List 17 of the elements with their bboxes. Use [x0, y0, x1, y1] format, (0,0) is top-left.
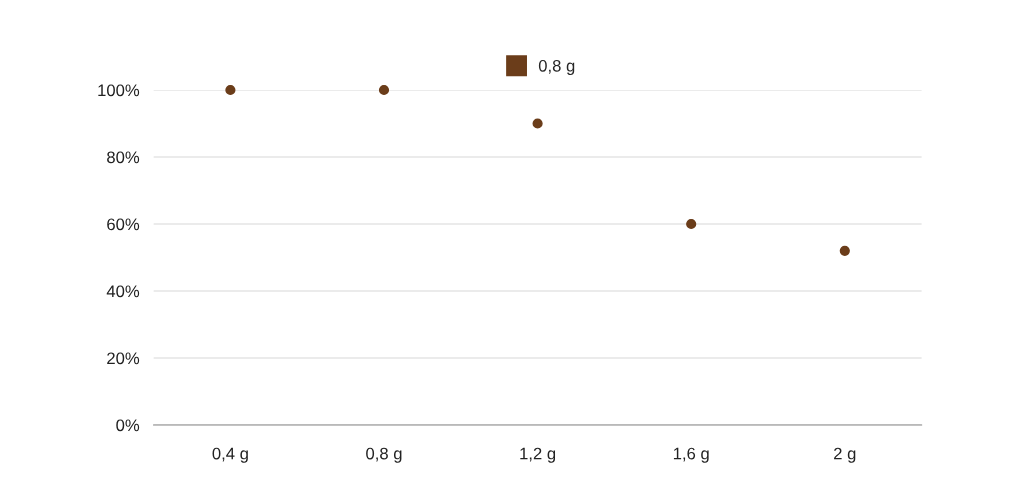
point	[839, 245, 850, 256]
x-tick-label: 2 g	[834, 447, 856, 463]
x-tick-label: 0,4 g	[212, 447, 248, 463]
y-tick-label: 60%	[107, 218, 140, 231]
y-tick-label: 100%	[98, 84, 140, 97]
y-tick-label: 20%	[107, 352, 140, 365]
x-tick-label: 1,2 g	[520, 447, 556, 463]
legend-label: 0,8 g	[538, 59, 575, 75]
point	[532, 118, 543, 129]
x-tick-label: 1,6 g	[673, 447, 709, 463]
y-tick-label: 40%	[106, 285, 140, 298]
x-tick-label: 0,8 g	[366, 447, 402, 463]
point	[225, 84, 236, 96]
y-tick-label: 80%	[107, 151, 140, 164]
y-tick-label: 0%	[116, 419, 140, 432]
point	[686, 218, 697, 230]
point	[378, 84, 390, 96]
